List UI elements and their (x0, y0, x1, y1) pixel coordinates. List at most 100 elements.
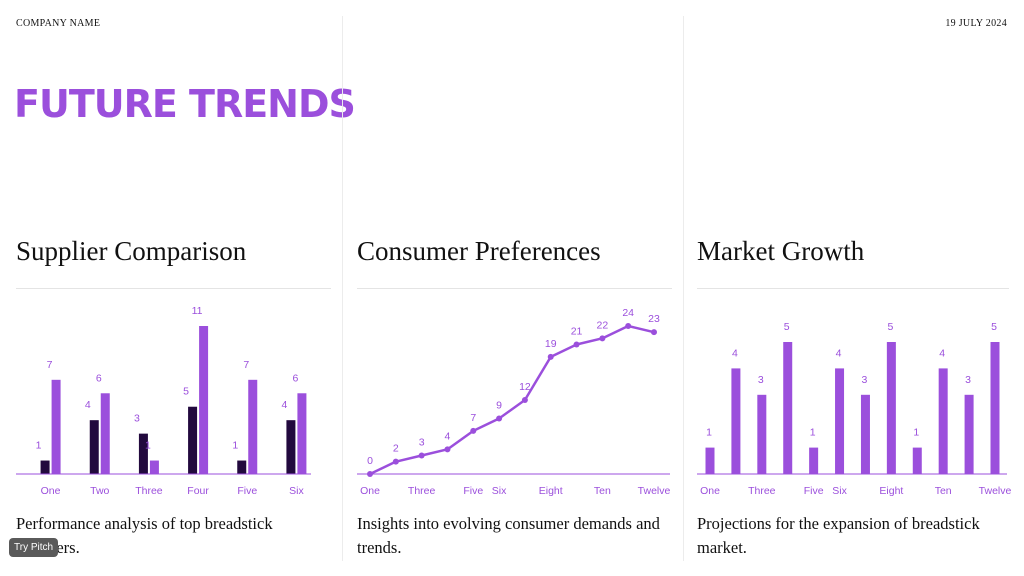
data-label: 3 (758, 374, 764, 386)
data-label: 7 (470, 412, 476, 424)
data-point (444, 446, 451, 453)
x-tick-label: Three (748, 485, 776, 497)
x-tick-label: Three (135, 485, 163, 497)
bar (286, 420, 296, 474)
bar (990, 342, 1000, 474)
data-label: 6 (96, 372, 102, 384)
data-label: 19 (545, 338, 557, 350)
bar (860, 394, 870, 474)
data-label: 5 (991, 321, 997, 333)
x-tick-label: Twelve (638, 485, 671, 497)
bar (705, 447, 715, 474)
x-tick-label: Three (408, 485, 436, 497)
x-tick-label: Five (463, 485, 483, 497)
market-growth-title: Market Growth (697, 236, 865, 266)
x-tick-label: One (700, 485, 720, 497)
data-label: 21 (571, 326, 583, 338)
data-point (521, 397, 528, 403)
section-rule (16, 288, 331, 289)
data-point (418, 452, 425, 459)
x-tick-label: Four (187, 485, 209, 497)
data-label: 5 (183, 386, 189, 398)
data-label: 7 (47, 359, 53, 371)
data-point (625, 323, 632, 329)
x-tick-label: Six (289, 485, 304, 497)
bar (248, 379, 258, 474)
x-tick-label: Six (832, 485, 847, 497)
x-tick-label: Five (804, 485, 824, 497)
data-point (547, 353, 554, 360)
data-label: 1 (810, 427, 816, 439)
data-point (392, 458, 399, 465)
data-point (470, 427, 477, 434)
data-label: 4 (732, 347, 738, 359)
data-label: 1 (232, 440, 238, 452)
data-label: 3 (419, 437, 425, 449)
data-label: 4 (445, 430, 451, 442)
company-name: COMPANY NAME (16, 18, 101, 29)
page-title: FUTURE TRENDS (14, 82, 356, 126)
bar (835, 368, 845, 474)
x-tick-label: One (360, 485, 380, 497)
column-divider (683, 16, 684, 561)
x-tick-label: Ten (935, 485, 952, 497)
x-tick-label: Ten (594, 485, 611, 497)
data-label: 11 (192, 305, 203, 317)
bar (100, 393, 110, 474)
bar (149, 460, 159, 474)
bar (89, 420, 99, 474)
bar (783, 342, 793, 474)
data-label: 4 (85, 399, 91, 411)
data-point (496, 415, 503, 422)
data-point (651, 329, 657, 336)
data-label: 6 (292, 372, 298, 384)
consumer-preferences-title: Consumer Preferences (357, 236, 601, 266)
data-point (573, 341, 580, 348)
data-label: 4 (939, 347, 945, 359)
data-label: 9 (496, 400, 502, 412)
bar (809, 447, 819, 474)
data-label: 4 (836, 347, 842, 359)
section-rule (697, 288, 1009, 289)
data-label: 1 (36, 440, 42, 452)
supplier-comparison-title: Supplier Comparison (16, 236, 247, 266)
bar (297, 393, 307, 474)
x-tick-label: Twelve (979, 485, 1012, 497)
data-label: 24 (622, 307, 634, 319)
date-label: 19 JULY 2024 (945, 18, 1007, 29)
bar (731, 368, 741, 474)
data-label: 1 (145, 440, 151, 452)
bar (912, 447, 922, 474)
series-line (369, 324, 655, 476)
data-label: 12 (519, 381, 531, 393)
column-divider (342, 16, 343, 561)
data-label: 23 (648, 313, 660, 325)
bar (237, 460, 247, 474)
bar (886, 342, 896, 474)
bar (964, 394, 974, 474)
bar (40, 460, 50, 474)
data-label: 2 (393, 443, 399, 455)
data-label: 5 (784, 321, 790, 333)
try-pitch-badge[interactable]: Try Pitch (9, 538, 59, 557)
bar (199, 326, 209, 474)
data-label: 1 (913, 427, 919, 439)
data-label: 3 (134, 413, 140, 425)
data-point (599, 335, 606, 342)
market-growth-description: Projections for the expansion of breadst… (697, 514, 980, 557)
x-tick-label: Eight (539, 485, 563, 497)
data-label: 5 (887, 321, 893, 333)
market-growth-chart: 1 4 3 5 1 4 3 5 1 4 3 5 One Three Five Six Eight Ten Twelv… (697, 321, 1012, 497)
data-label: 7 (243, 359, 249, 371)
x-tick-label: Two (90, 485, 109, 497)
bar (138, 433, 148, 474)
bar (757, 394, 767, 474)
x-tick-label: Five (237, 485, 257, 497)
consumer-preferences-description: Insights into evolving consumer demands … (357, 514, 660, 557)
bar (188, 406, 198, 474)
data-label: 0 (367, 455, 373, 467)
section-rule (357, 288, 672, 289)
data-label: 3 (965, 374, 971, 386)
data-label: 22 (597, 319, 609, 331)
x-tick-label: Six (492, 485, 507, 497)
